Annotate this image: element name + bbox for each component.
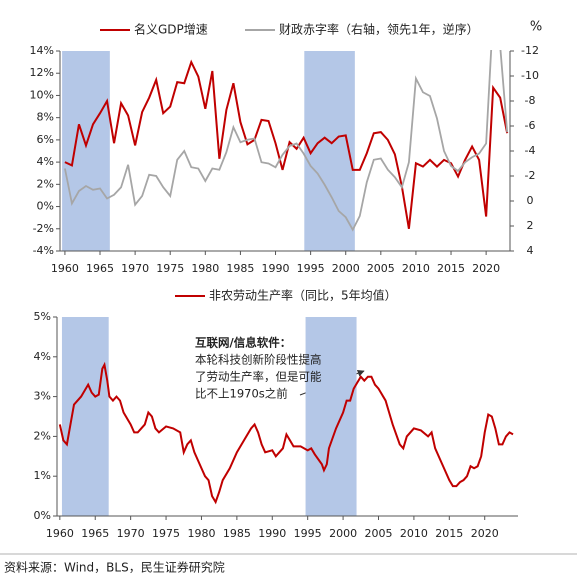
x-tick-label: 1970	[121, 262, 149, 275]
x-tick-label: 1995	[297, 262, 325, 275]
x-tick-label: 2015	[437, 262, 465, 275]
y-tick-label: 5%	[34, 310, 51, 323]
y-tick-label: 4%	[37, 155, 54, 168]
y-tick-label: 10%	[30, 88, 54, 101]
y2-tick-label: -6	[525, 119, 536, 132]
source: 资料来源：Wind，BLS，民生证券研究院	[4, 560, 225, 575]
legend-label: 名义GDP增速	[134, 22, 208, 37]
y2-tick-label: 2	[527, 219, 534, 232]
x-tick-label: 1985	[223, 527, 251, 540]
x-tick-label: 2010	[400, 527, 428, 540]
x-tick-label: 2015	[435, 527, 463, 540]
x-tick-label: 1980	[191, 262, 219, 275]
y-tick-label: 0%	[34, 509, 51, 522]
series-line	[64, 50, 509, 232]
y-tick-label: 3%	[34, 390, 51, 403]
y2-tick-label: -10	[521, 69, 539, 82]
shaded-period	[61, 317, 109, 516]
y-tick-label: 0%	[37, 200, 54, 213]
y2-tick-label: -8	[525, 94, 536, 107]
x-tick-label: 1970	[117, 527, 145, 540]
y2-tick-label: -2	[525, 169, 536, 182]
x-tick-label: 2020	[471, 527, 499, 540]
y-tick-label: -4%	[33, 244, 54, 257]
x-tick-label: 1975	[156, 262, 184, 275]
x-tick-label: 2000	[329, 527, 357, 540]
x-tick-label: 1990	[258, 527, 286, 540]
annotation-line: 比不上1970s之前	[195, 387, 288, 401]
y-tick-label: 2%	[37, 177, 54, 190]
annotation-line: 了劳动生产率，但是可能	[195, 370, 322, 384]
x-tick-label: 2005	[364, 527, 392, 540]
y-tick-label: 14%	[30, 44, 54, 57]
x-tick-label: 2010	[402, 262, 430, 275]
y-tick-label: 4%	[34, 350, 51, 363]
y-tick-label: 1%	[34, 469, 51, 482]
y-tick-label: 8%	[37, 111, 54, 124]
x-tick-label: 2020	[472, 262, 500, 275]
x-tick-label: 1965	[81, 527, 109, 540]
x-tick-label: 1960	[51, 262, 79, 275]
y2-tick-label: 4	[527, 244, 534, 257]
y-tick-label: 12%	[30, 66, 54, 79]
y2-tick-label: -12	[521, 44, 539, 57]
y2-tick-label: 0	[527, 194, 534, 207]
x-tick-label: 1965	[86, 262, 114, 275]
shaded-period	[62, 51, 110, 251]
x-tick-label: 1960	[46, 527, 74, 540]
y-tick-label: 2%	[34, 429, 51, 442]
y-tick-label: -2%	[33, 222, 54, 235]
x-tick-label: 1980	[187, 527, 215, 540]
y2-tick-label: -4	[525, 144, 536, 157]
series-line	[64, 59, 509, 229]
annotation-line: 本轮科技创新阶段性提高	[195, 353, 322, 367]
x-tick-label: 1985	[226, 262, 254, 275]
annotation-title: 互联网/信息软件：	[195, 336, 291, 350]
x-tick-label: 1990	[262, 262, 290, 275]
legend-label: 财政赤字率（右轴，领先1年，逆序）	[279, 22, 479, 37]
y-tick-label: 6%	[37, 133, 54, 146]
shaded-period	[305, 317, 357, 516]
x-tick-label: 1975	[152, 527, 180, 540]
x-tick-label: 1995	[294, 527, 322, 540]
y2-unit: %	[530, 20, 542, 35]
x-tick-label: 2005	[367, 262, 395, 275]
x-tick-label: 2000	[332, 262, 360, 275]
legend-label: 非农劳动生产率（同比，5年均值）	[209, 288, 397, 303]
series-line	[58, 361, 514, 505]
